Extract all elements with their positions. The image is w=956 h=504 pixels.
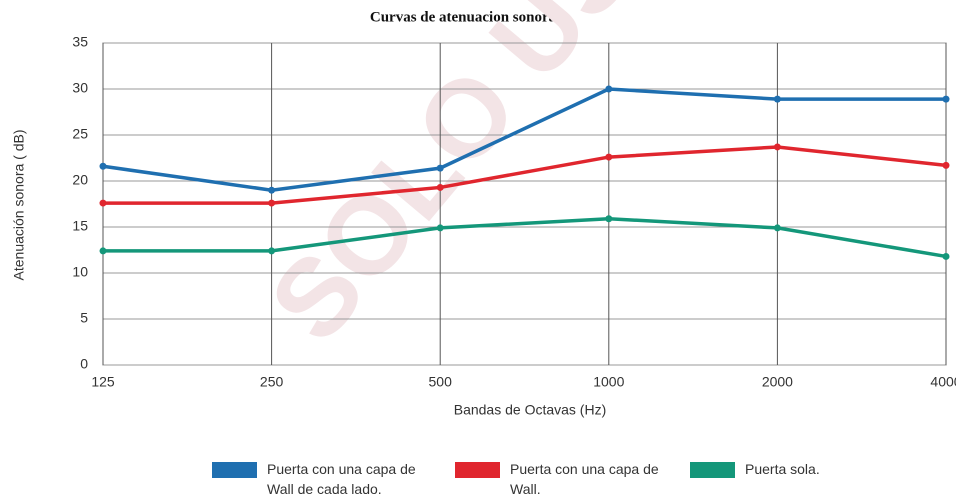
legend-swatch (690, 462, 735, 478)
legend-label: Puerta con una capa de Wall. (510, 461, 659, 497)
y-tick-label: 25 (72, 126, 88, 142)
y-tick-label: 35 (72, 34, 88, 50)
data-point (605, 85, 613, 93)
chart-title: Curvas de atenuacion sonora (370, 9, 557, 25)
y-axis-title: Atenuación sonora ( dB) (11, 130, 27, 281)
x-tick-label: 4000 (930, 374, 956, 390)
data-point (436, 224, 444, 232)
data-point (268, 199, 276, 207)
x-tick-label: 500 (429, 374, 453, 390)
data-point (268, 247, 276, 255)
y-tick-label: 30 (72, 80, 88, 96)
y-tick-label: 20 (72, 172, 88, 188)
data-point (268, 186, 276, 194)
data-point (773, 95, 781, 103)
series-line (103, 145, 947, 205)
y-tick-label: 10 (72, 264, 88, 280)
data-point (773, 143, 781, 151)
data-point (436, 164, 444, 172)
legend-swatch (455, 462, 500, 478)
y-tick-label: 15 (72, 218, 88, 234)
data-point (605, 215, 613, 223)
data-point (773, 224, 781, 232)
data-point (942, 161, 950, 169)
x-tick-label: 2000 (762, 374, 793, 390)
data-point (99, 199, 107, 207)
data-point (436, 183, 444, 191)
y-tick-label: 0 (80, 356, 88, 372)
x-axis-title: Bandas de Octavas (Hz) (454, 402, 607, 418)
data-point (942, 95, 950, 103)
legend-label: Puerta con una capa de Wall de cada lado… (267, 461, 416, 497)
x-tick-label: 125 (91, 374, 115, 390)
data-point (605, 153, 613, 161)
legend-swatch (212, 462, 257, 478)
y-tick-label: 5 (80, 310, 88, 326)
data-point (99, 162, 107, 170)
x-tick-label: 1000 (593, 374, 624, 390)
data-point (99, 247, 107, 255)
legend-label: Puerta sola. (745, 461, 820, 477)
series-line (102, 87, 946, 192)
x-tick-label: 250 (260, 374, 284, 390)
series-line (103, 216, 947, 259)
data-point (942, 252, 950, 260)
